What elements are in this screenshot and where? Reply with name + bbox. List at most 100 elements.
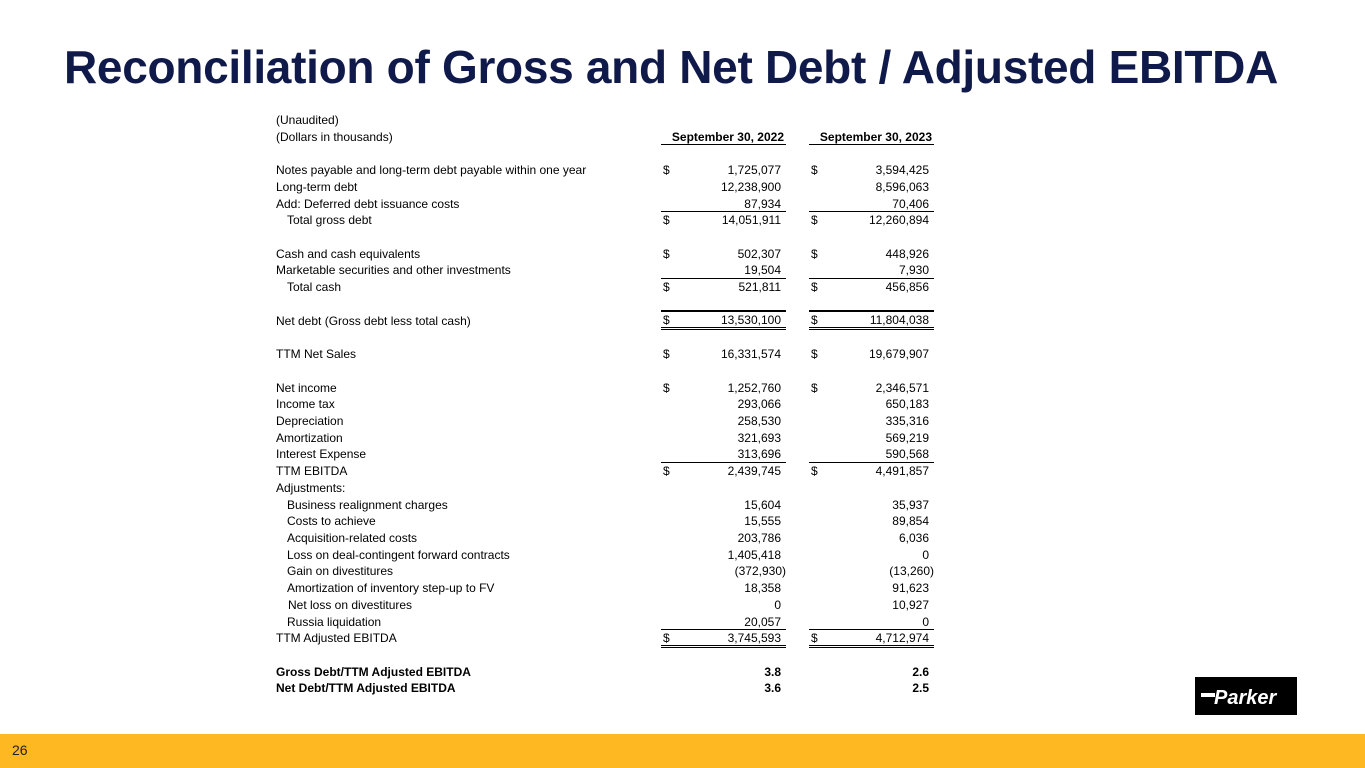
value: 0	[774, 597, 781, 612]
value-cell-2022: 0	[661, 597, 786, 612]
row-label: Interest Expense	[276, 447, 367, 462]
row-label: Marketable securities and other investme…	[276, 263, 511, 278]
value: 293,066	[737, 397, 781, 412]
value-cell-2023: $448,926	[809, 246, 934, 261]
unaudited-note: (Unaudited)	[276, 113, 339, 127]
value: 3,594,425	[875, 163, 929, 178]
column-header-2022: September 30, 2022	[661, 129, 786, 145]
value-cell-2022: $2,439,745	[661, 462, 786, 478]
value-cell-2023: $19,679,907	[809, 346, 934, 361]
value: 11,804,038	[869, 312, 929, 327]
footer-bar: 26	[0, 734, 1365, 768]
value: 7,930	[898, 263, 929, 278]
value-cell-2023: 6,036	[809, 530, 934, 545]
row-label: Costs to achieve	[287, 514, 376, 529]
value: 569,219	[885, 430, 929, 445]
value: 3,745,593	[727, 631, 781, 646]
value-cell-2023: 8,596,063	[809, 179, 934, 194]
table-header-row: (Dollars in thousands) September 30, 202…	[276, 129, 936, 146]
value: 521,811	[738, 280, 782, 295]
row-label: Income tax	[276, 397, 335, 412]
table-row: Business realignment charges 15,604 35,937	[276, 497, 936, 514]
value: 1,725,077	[727, 163, 781, 178]
dollar-sign: $	[811, 246, 818, 261]
row-label: Total gross debt	[287, 213, 372, 228]
value: 91,623	[892, 581, 929, 596]
value: 10,927	[892, 597, 929, 612]
value-cell-2022: 293,066	[661, 396, 786, 411]
table-row: Loss on deal-contingent forward contract…	[276, 547, 936, 564]
row-label: Gross Debt/TTM Adjusted EBITDA	[276, 664, 471, 679]
parker-logo: Parker	[1195, 677, 1297, 715]
row-label: Amortization of inventory step-up to FV	[287, 581, 495, 596]
column-header-2023: September 30, 2023	[809, 129, 934, 145]
table-row: Net loss on divestitures 0 10,927	[276, 597, 936, 614]
value-cell-2023: 2.5	[809, 680, 934, 695]
value-cell-2022: 3.6	[661, 680, 786, 695]
value-cell-2022: 321,693	[661, 430, 786, 445]
value-cell-2022: 87,934	[661, 196, 786, 211]
table-row: Cash and cash equivalents $502,307 $448,92…	[276, 246, 936, 263]
row-label: Adjustments:	[276, 480, 346, 495]
spacer-row	[276, 647, 936, 664]
value: (13,260)	[889, 564, 934, 579]
table-row: Income tax 293,066 650,183	[276, 396, 936, 413]
value-cell-2023: 35,937	[809, 497, 934, 512]
value-cell-2022: 1,405,418	[661, 547, 786, 562]
value-cell-2022: 19,504	[661, 262, 786, 277]
row-label: Gain on divestitures	[287, 564, 394, 579]
dollar-sign: $	[663, 213, 670, 228]
row-label: Long-term debt	[276, 179, 358, 194]
table-row: Acquisition-related costs 203,786 6,036	[276, 530, 936, 547]
value-cell-2022: 20,057	[661, 614, 786, 629]
row-label: Net debt (Gross debt less total cash)	[276, 313, 471, 328]
value-cell-2022: 258,530	[661, 413, 786, 428]
value-cell-2022: $3,745,593	[661, 629, 786, 649]
value-cell-2023: 0	[809, 547, 934, 562]
page-number: 26	[12, 742, 28, 758]
dollar-sign: $	[811, 213, 818, 228]
value-cell-2022: $1,252,760	[661, 380, 786, 395]
spacer-row	[276, 363, 936, 380]
value: 89,854	[892, 514, 929, 529]
row-label: Russia liquidation	[287, 614, 382, 629]
value: 15,604	[744, 497, 781, 512]
dollar-sign: $	[663, 312, 670, 327]
spacer-row	[276, 145, 936, 162]
dollar-sign: $	[811, 631, 818, 646]
value-cell-2022: 12,238,900	[661, 179, 786, 194]
table-row: Notes payable and long-term debt payable…	[276, 162, 936, 179]
dollar-sign: $	[811, 312, 818, 327]
value-cell-2022: 15,604	[661, 497, 786, 512]
dollar-sign: $	[811, 380, 818, 395]
value-cell-2023: (13,260)	[809, 563, 934, 578]
value: 502,307	[737, 246, 781, 261]
table-row: TTM Net Sales $16,331,574 $19,679,907	[276, 346, 936, 363]
value: 0	[922, 614, 929, 629]
dollar-sign: $	[663, 380, 670, 395]
value: 13,530,100	[720, 312, 781, 327]
value: 12,238,900	[720, 179, 781, 194]
value: 6,036	[898, 530, 929, 545]
value: 8,596,063	[875, 179, 929, 194]
dollar-sign: $	[663, 163, 670, 178]
value-cell-2023: $4,712,974	[809, 629, 934, 649]
row-label: Add: Deferred debt issuance costs	[276, 196, 460, 211]
table-row: TTM Adjusted EBITDA $3,745,593 $4,712,974	[276, 629, 936, 649]
value-cell-2023: 10,927	[809, 597, 934, 612]
row-label: Cash and cash equivalents	[276, 246, 421, 261]
value: 14,051,911	[721, 213, 781, 228]
value-cell-2023: 590,568	[809, 446, 934, 461]
row-label: Total cash	[287, 280, 342, 295]
value-cell-2023: $4,491,857	[809, 462, 934, 478]
dollar-sign: $	[663, 631, 670, 646]
value-cell-2022: $14,051,911	[661, 211, 786, 227]
table-row: Interest Expense 313,696 590,568	[276, 446, 936, 463]
value-cell-2023: 0	[809, 614, 934, 629]
table-row: Gross Debt/TTM Adjusted EBITDA 3.8 2.6	[276, 664, 936, 681]
value: 12,260,894	[868, 213, 929, 228]
value: 18,358	[744, 581, 781, 596]
value: 19,504	[744, 263, 781, 278]
value-cell-2022: 203,786	[661, 530, 786, 545]
dollar-sign: $	[663, 280, 670, 295]
